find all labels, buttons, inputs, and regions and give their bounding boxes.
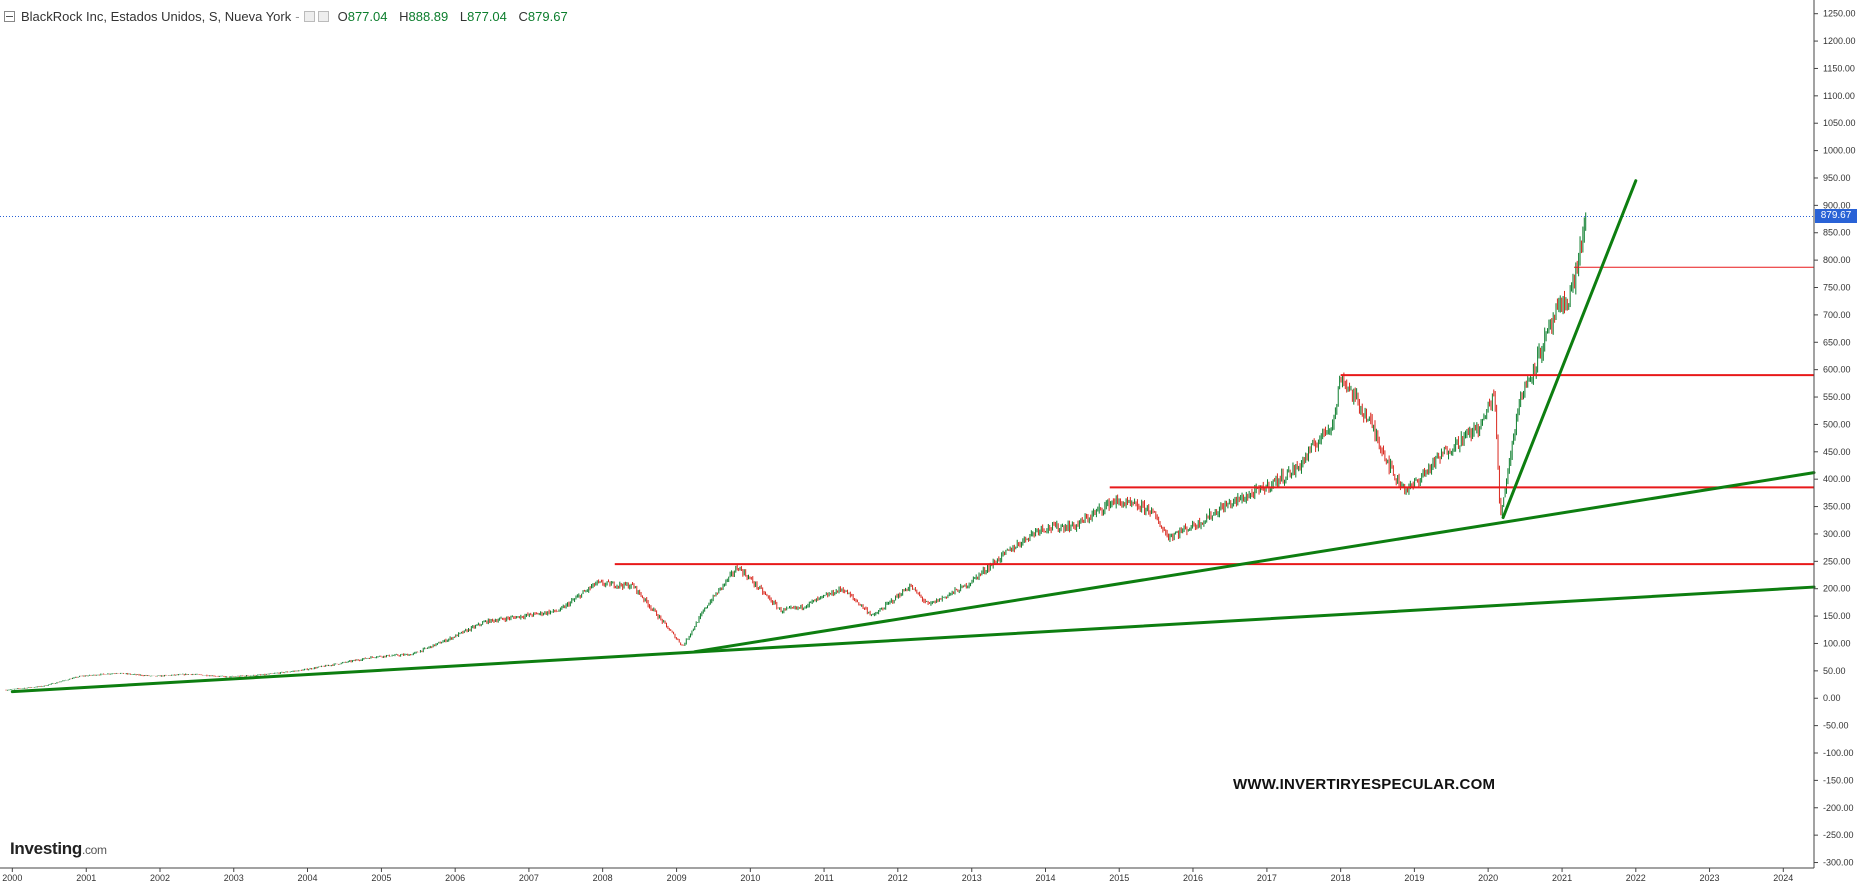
y-axis-tick-label: 1250.00 bbox=[1823, 9, 1856, 19]
y-axis-tick-label: 650.00 bbox=[1823, 337, 1851, 347]
y-axis-tick-label: 750.00 bbox=[1823, 283, 1851, 293]
y-axis-tick-label: 250.00 bbox=[1823, 556, 1851, 566]
logo-suffix: .com bbox=[81, 843, 107, 857]
y-axis-tick-label: 150.00 bbox=[1823, 611, 1851, 621]
low-value: 877.04 bbox=[467, 9, 507, 24]
chart-legend: BlackRock Inc, Estados Unidos, S, Nueva … bbox=[4, 9, 576, 24]
x-axis-tick-label: 2024 bbox=[1773, 873, 1793, 883]
y-axis-tick-label: 500.00 bbox=[1823, 419, 1851, 429]
y-axis-tick-label: -300.00 bbox=[1823, 858, 1854, 868]
y-axis-tick-label: 550.00 bbox=[1823, 392, 1851, 402]
x-axis-tick-label: 2023 bbox=[1700, 873, 1720, 883]
x-axis-tick-label: 2019 bbox=[1404, 873, 1424, 883]
x-axis-tick-label: 2012 bbox=[888, 873, 908, 883]
symbol-label: BlackRock Inc, Estados Unidos, S, Nueva … bbox=[21, 9, 292, 24]
open-value: 877.04 bbox=[347, 9, 388, 24]
last-price-tag: 879.67 bbox=[1815, 209, 1857, 224]
collapse-icon[interactable] bbox=[4, 11, 15, 22]
x-axis-tick-label: 2005 bbox=[371, 873, 391, 883]
x-axis-tick-label: 2001 bbox=[76, 873, 96, 883]
trend-line bbox=[10, 585, 1816, 694]
y-axis-tick-label: 1200.00 bbox=[1823, 36, 1856, 46]
close-value: 879.67 bbox=[527, 9, 568, 24]
x-axis-tick-label: 2010 bbox=[740, 873, 760, 883]
close-icon[interactable] bbox=[317, 11, 329, 22]
y-axis-tick-label: 350.00 bbox=[1823, 502, 1851, 512]
x-axis-tick-label: 2007 bbox=[519, 873, 539, 883]
y-axis-tick-label: 600.00 bbox=[1823, 365, 1851, 375]
x-axis-tick-label: 2013 bbox=[962, 873, 982, 883]
y-axis-tick-label: -250.00 bbox=[1823, 830, 1854, 840]
y-axis-tick-label: 300.00 bbox=[1823, 529, 1851, 539]
settings-icon[interactable] bbox=[303, 11, 315, 22]
x-axis-tick-label: 2006 bbox=[445, 873, 465, 883]
watermark-text: WWW.INVERTIRYESPECULAR.COM bbox=[1233, 776, 1496, 793]
legend-separator: - bbox=[295, 9, 300, 24]
logo-text: Investing bbox=[10, 839, 82, 858]
x-axis-tick-label: 2009 bbox=[667, 873, 687, 883]
y-axis-tick-label: 100.00 bbox=[1823, 638, 1851, 648]
x-axis-tick-label: 2003 bbox=[224, 873, 244, 883]
trend-line bbox=[1501, 179, 1638, 520]
support-lines-layer bbox=[614, 266, 1814, 566]
price-bars-layer bbox=[5, 212, 1587, 691]
y-axis-tick-label: 400.00 bbox=[1823, 474, 1851, 484]
high-key: H bbox=[399, 9, 409, 24]
x-axis-tick-label: 2011 bbox=[814, 873, 833, 883]
y-axis-tick-label: -150.00 bbox=[1823, 775, 1854, 785]
y-axis-tick-label: 900.00 bbox=[1823, 200, 1851, 210]
y-axis-tick-label: 700.00 bbox=[1823, 310, 1851, 320]
y-axis-tick-label: 1050.00 bbox=[1823, 118, 1856, 128]
trend-lines-layer bbox=[10, 179, 1816, 694]
y-axis-tick-label: 1000.00 bbox=[1823, 146, 1856, 156]
y-axis-tick-label: 1150.00 bbox=[1823, 63, 1855, 73]
trend-line bbox=[693, 471, 1816, 654]
y-axis-tick-label: -100.00 bbox=[1823, 748, 1854, 758]
x-axis-tick-label: 2002 bbox=[150, 873, 170, 883]
x-axis-tick-label: 2015 bbox=[1109, 873, 1129, 883]
x-axis-tick-label: 2016 bbox=[1183, 873, 1203, 883]
x-axis-tick-label: 2020 bbox=[1478, 873, 1498, 883]
y-axis-tick-label: 200.00 bbox=[1823, 584, 1851, 594]
open-key: O bbox=[337, 9, 348, 24]
high-value: 888.89 bbox=[408, 9, 449, 24]
y-axis-tick-label: 800.00 bbox=[1823, 255, 1851, 265]
y-axis-tick-label: 850.00 bbox=[1823, 228, 1851, 238]
y-axis-tick-label: -50.00 bbox=[1823, 721, 1849, 731]
y-axis-tick-label: 450.00 bbox=[1823, 447, 1851, 457]
x-axis-tick-label: 2021 bbox=[1552, 873, 1572, 883]
low-key: L bbox=[459, 9, 468, 24]
y-axis-tick-label: 0.00 bbox=[1823, 693, 1841, 703]
y-axis-tick-label: 1100.00 bbox=[1823, 91, 1855, 101]
y-axis-tick-label: -200.00 bbox=[1823, 803, 1854, 813]
y-axis-tick-label: 950.00 bbox=[1823, 173, 1851, 183]
close-key: C bbox=[518, 9, 528, 24]
y-axis-tick-label: 50.00 bbox=[1823, 666, 1846, 676]
x-axis-tick-label: 2000 bbox=[2, 873, 22, 883]
x-axis-tick-label: 2018 bbox=[1331, 873, 1351, 883]
x-axis-tick-label: 2022 bbox=[1626, 873, 1646, 883]
x-axis-tick-label: 2008 bbox=[593, 873, 613, 883]
x-axis-tick-label: 2004 bbox=[297, 873, 317, 883]
x-axis-tick-label: 2017 bbox=[1257, 873, 1277, 883]
investing-logo: Investing.com bbox=[10, 839, 107, 859]
x-axis-tick-label: 2014 bbox=[1035, 873, 1055, 883]
ohlc-readout: O877.04 H888.89 L877.04 C879.67 bbox=[338, 9, 576, 24]
